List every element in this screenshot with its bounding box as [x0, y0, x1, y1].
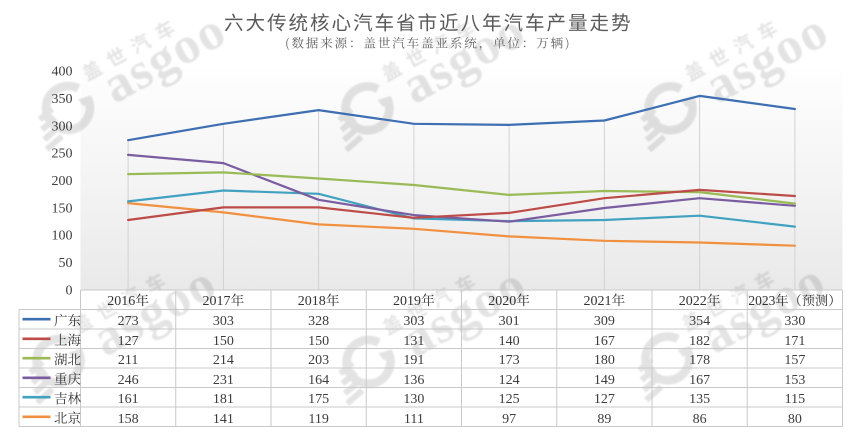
- svg-text:303: 303: [403, 314, 424, 329]
- svg-text:97: 97: [502, 412, 516, 427]
- svg-text:2018: 2018: [298, 294, 326, 309]
- svg-text:182: 182: [689, 334, 710, 349]
- svg-text:89: 89: [597, 412, 611, 427]
- svg-text:124: 124: [499, 373, 520, 388]
- svg-text:200: 200: [52, 174, 73, 189]
- svg-text:173: 173: [499, 353, 520, 368]
- svg-text:301: 301: [499, 314, 520, 329]
- svg-text:164: 164: [308, 373, 329, 388]
- svg-text:127: 127: [594, 392, 615, 407]
- svg-text:178: 178: [689, 353, 710, 368]
- svg-text:111: 111: [404, 412, 424, 427]
- svg-text:175: 175: [308, 392, 329, 407]
- svg-text:203: 203: [308, 353, 329, 368]
- svg-text:211: 211: [118, 353, 138, 368]
- svg-text:171: 171: [784, 334, 805, 349]
- svg-text:250: 250: [52, 147, 73, 162]
- svg-text:2019: 2019: [393, 294, 421, 309]
- svg-text:153: 153: [784, 373, 805, 388]
- svg-text:167: 167: [594, 334, 615, 349]
- svg-text:80: 80: [788, 412, 802, 427]
- svg-text:309: 309: [594, 314, 615, 329]
- svg-text:115: 115: [785, 392, 805, 407]
- svg-text:141: 141: [213, 412, 234, 427]
- svg-text:130: 130: [403, 392, 424, 407]
- svg-text:167: 167: [689, 373, 710, 388]
- svg-text:140: 140: [499, 334, 520, 349]
- svg-text:181: 181: [213, 392, 234, 407]
- svg-text:135: 135: [689, 392, 710, 407]
- svg-text:180: 180: [594, 353, 615, 368]
- svg-text:86: 86: [693, 412, 707, 427]
- svg-text:150: 150: [213, 334, 234, 349]
- svg-text:150: 150: [308, 334, 329, 349]
- svg-text:214: 214: [213, 353, 234, 368]
- svg-text:191: 191: [403, 353, 424, 368]
- svg-text:2022: 2022: [679, 294, 707, 309]
- svg-text:350: 350: [52, 92, 73, 107]
- svg-text:2017: 2017: [203, 294, 231, 309]
- svg-text:131: 131: [403, 334, 424, 349]
- svg-text:157: 157: [784, 353, 805, 368]
- svg-text:161: 161: [118, 392, 139, 407]
- svg-text:136: 136: [403, 373, 424, 388]
- svg-text:2016: 2016: [107, 294, 135, 309]
- svg-text:300: 300: [52, 119, 73, 134]
- svg-text:0: 0: [66, 283, 73, 298]
- svg-text:2021: 2021: [584, 294, 612, 309]
- svg-text:2023: 2023: [748, 293, 775, 308]
- svg-text:303: 303: [213, 314, 234, 329]
- svg-text:328: 328: [308, 314, 329, 329]
- svg-text:150: 150: [52, 201, 73, 216]
- svg-text:125: 125: [499, 392, 520, 407]
- svg-text:149: 149: [594, 373, 615, 388]
- svg-text:246: 246: [118, 373, 139, 388]
- svg-text:273: 273: [118, 314, 139, 329]
- svg-text:158: 158: [118, 412, 139, 427]
- svg-text:50: 50: [59, 256, 73, 271]
- svg-text:330: 330: [784, 314, 805, 329]
- svg-text:119: 119: [308, 412, 328, 427]
- svg-text:400: 400: [52, 65, 73, 80]
- svg-text:2020: 2020: [488, 294, 516, 309]
- svg-text:127: 127: [118, 334, 139, 349]
- svg-text:354: 354: [689, 314, 710, 329]
- svg-text:231: 231: [213, 373, 234, 388]
- svg-text:100: 100: [52, 229, 73, 244]
